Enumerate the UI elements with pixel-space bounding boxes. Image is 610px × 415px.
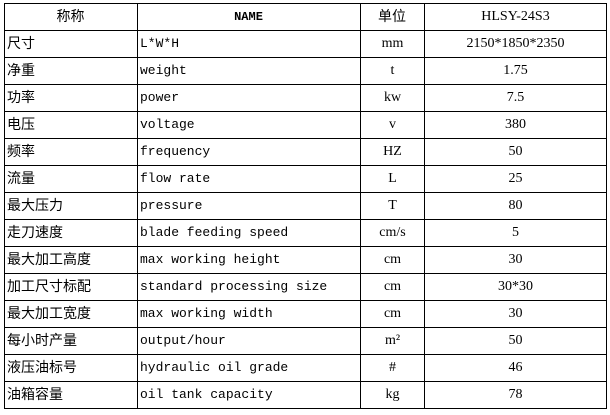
row-name-cn: 最大加工宽度 — [4, 300, 138, 328]
row-name-cn: 每小时产量 — [4, 327, 138, 355]
row-name-en: weight — [137, 57, 361, 85]
row-value: 5 — [424, 219, 607, 247]
row-name-en: voltage — [137, 111, 361, 139]
row-value: 78 — [424, 381, 607, 409]
row-unit: T — [360, 192, 425, 220]
header-unit: 单位 — [360, 3, 425, 31]
row-name-cn: 走刀速度 — [4, 219, 138, 247]
row-unit: cm/s — [360, 219, 425, 247]
row-name-cn: 尺寸 — [4, 30, 138, 58]
table-row: 流量 flow rate L 25 — [4, 165, 607, 193]
table-row: 最大加工宽度 max working width cm 30 — [4, 300, 607, 328]
table-row: 走刀速度 blade feeding speed cm/s 5 — [4, 219, 607, 247]
row-unit: # — [360, 354, 425, 382]
row-name-en: max working width — [137, 300, 361, 328]
table-row: 频率 frequency HZ 50 — [4, 138, 607, 166]
row-value: 46 — [424, 354, 607, 382]
table-row: 最大压力 pressure T 80 — [4, 192, 607, 220]
table-row: 功率 power kw 7.5 — [4, 84, 607, 112]
table-row: 尺寸 L*W*H mm 2150*1850*2350 — [4, 30, 607, 58]
row-unit: HZ — [360, 138, 425, 166]
row-name-cn: 频率 — [4, 138, 138, 166]
row-value: 80 — [424, 192, 607, 220]
row-value: 25 — [424, 165, 607, 193]
spec-table: 称称 NAME 单位 HLSY-24S3 尺寸 L*W*H mm 2150*1850*… — [4, 3, 607, 409]
row-name-cn: 流量 — [4, 165, 138, 193]
row-unit: m² — [360, 327, 425, 355]
row-name-en: standard processing size — [137, 273, 361, 301]
row-unit: mm — [360, 30, 425, 58]
table-row: 每小时产量 output/hour m² 50 — [4, 327, 607, 355]
header-model: HLSY-24S3 — [424, 3, 607, 31]
row-name-cn: 最大加工高度 — [4, 246, 138, 274]
row-name-en: output/hour — [137, 327, 361, 355]
row-unit: t — [360, 57, 425, 85]
table-row: 最大加工高度 max working height cm 30 — [4, 246, 607, 274]
row-value: 380 — [424, 111, 607, 139]
row-value: 1.75 — [424, 57, 607, 85]
row-name-en: hydraulic oil grade — [137, 354, 361, 382]
table-row: 液压油标号 hydraulic oil grade #46 — [4, 354, 607, 382]
row-name-en: flow rate — [137, 165, 361, 193]
header-name-en: NAME — [137, 3, 361, 31]
row-value: 7.5 — [424, 84, 607, 112]
table-row: 净重 weight t 1.75 — [4, 57, 607, 85]
row-name-cn: 液压油标号 — [4, 354, 138, 382]
row-unit: cm — [360, 300, 425, 328]
row-unit: kg — [360, 381, 425, 409]
row-unit: cm — [360, 273, 425, 301]
row-value: 50 — [424, 138, 607, 166]
row-name-cn: 油箱容量 — [4, 381, 138, 409]
row-name-en: L*W*H — [137, 30, 361, 58]
row-value: 30 — [424, 300, 607, 328]
row-name-en: pressure — [137, 192, 361, 220]
row-name-cn: 加工尺寸标配 — [4, 273, 138, 301]
table-row: 电压 voltage v 380 — [4, 111, 607, 139]
row-value: 30 — [424, 246, 607, 274]
header-name-cn: 称称 — [4, 3, 138, 31]
row-value: 2150*1850*2350 — [424, 30, 607, 58]
row-unit: kw — [360, 84, 425, 112]
row-name-cn: 电压 — [4, 111, 138, 139]
header-row: 称称 NAME 单位 HLSY-24S3 — [4, 3, 607, 31]
table-row: 油箱容量 oil tank capacity kg 78 — [4, 381, 607, 409]
row-unit: L — [360, 165, 425, 193]
row-name-cn: 最大压力 — [4, 192, 138, 220]
row-value: 50 — [424, 327, 607, 355]
row-name-en: max working height — [137, 246, 361, 274]
row-value: 30*30 — [424, 273, 607, 301]
row-name-en: oil tank capacity — [137, 381, 361, 409]
row-name-cn: 净重 — [4, 57, 138, 85]
row-unit: v — [360, 111, 425, 139]
row-name-cn: 功率 — [4, 84, 138, 112]
row-name-en: frequency — [137, 138, 361, 166]
row-unit: cm — [360, 246, 425, 274]
table-row: 加工尺寸标配 standard processing size cm 30*30 — [4, 273, 607, 301]
row-name-en: blade feeding speed — [137, 219, 361, 247]
row-name-en: power — [137, 84, 361, 112]
